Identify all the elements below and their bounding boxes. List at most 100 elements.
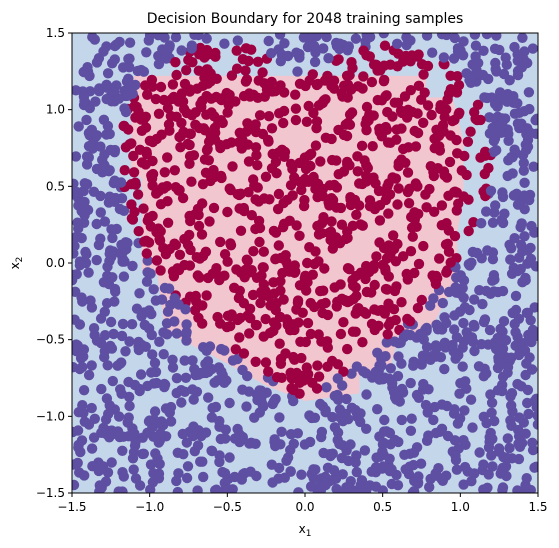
- point-inside: [452, 148, 463, 159]
- point-inside: [350, 326, 361, 337]
- point-outside: [457, 361, 468, 372]
- point-inside: [140, 80, 151, 91]
- point-outside: [454, 388, 465, 399]
- point-inside: [313, 371, 325, 382]
- point-inside: [153, 185, 165, 197]
- point-outside: [421, 435, 433, 446]
- point-outside: [411, 389, 423, 401]
- point-inside: [206, 107, 217, 118]
- point-outside: [329, 390, 340, 402]
- point-outside: [351, 466, 362, 478]
- point-outside: [173, 468, 184, 479]
- point-inside: [291, 220, 302, 231]
- point-inside: [178, 126, 189, 138]
- point-inside: [369, 203, 381, 215]
- point-inside: [276, 372, 287, 383]
- point-inside: [119, 165, 130, 176]
- point-inside: [159, 167, 170, 178]
- point-inside: [347, 62, 358, 74]
- point-outside: [103, 197, 115, 208]
- point-inside: [182, 239, 194, 250]
- point-inside: [360, 118, 371, 130]
- point-outside: [127, 453, 139, 464]
- point-inside: [153, 108, 165, 120]
- point-outside: [86, 443, 98, 454]
- point-outside: [83, 419, 95, 430]
- point-inside: [166, 93, 177, 105]
- point-outside: [221, 375, 232, 386]
- point-outside: [115, 177, 127, 188]
- point-inside: [270, 227, 282, 238]
- point-outside: [408, 447, 420, 458]
- point-outside: [110, 286, 121, 297]
- point-outside: [155, 428, 166, 439]
- point-inside: [206, 93, 217, 104]
- point-inside: [263, 136, 274, 147]
- point-inside: [231, 45, 242, 56]
- point-outside: [355, 408, 366, 419]
- point-outside: [395, 337, 406, 348]
- point-outside: [191, 386, 203, 397]
- point-outside: [528, 161, 538, 172]
- point-outside: [113, 93, 125, 104]
- point-inside: [442, 238, 453, 249]
- point-inside: [418, 69, 429, 80]
- point-inside: [282, 194, 293, 205]
- point-outside: [220, 433, 231, 444]
- point-inside: [215, 115, 227, 126]
- point-outside: [502, 170, 513, 182]
- point-outside: [405, 377, 416, 389]
- point-inside: [421, 202, 432, 213]
- point-inside: [395, 105, 407, 116]
- point-outside: [111, 223, 122, 235]
- point-inside: [298, 370, 309, 381]
- point-outside: [532, 419, 538, 430]
- point-outside: [102, 68, 114, 79]
- point-outside: [497, 484, 508, 493]
- point-inside: [225, 240, 237, 251]
- point-outside: [117, 256, 128, 267]
- point-outside: [519, 190, 530, 201]
- point-inside: [290, 103, 302, 114]
- point-inside: [331, 182, 343, 193]
- point-inside: [313, 100, 325, 111]
- point-outside: [372, 404, 383, 415]
- point-outside: [135, 369, 147, 380]
- point-outside: [531, 113, 538, 124]
- point-outside: [305, 481, 317, 492]
- point-inside: [162, 196, 173, 207]
- point-inside: [303, 176, 314, 187]
- point-inside: [196, 101, 207, 113]
- point-outside: [172, 447, 183, 458]
- point-outside: [181, 326, 192, 338]
- point-outside: [500, 52, 511, 63]
- point-outside: [478, 484, 489, 493]
- point-outside: [500, 461, 512, 472]
- point-inside: [221, 321, 233, 333]
- point-outside: [206, 363, 217, 375]
- point-outside: [393, 351, 404, 362]
- point-inside: [413, 258, 425, 270]
- point-inside: [202, 78, 214, 89]
- chart-title: Decision Boundary for 2048 training samp…: [147, 11, 464, 27]
- point-outside: [325, 450, 336, 462]
- point-inside: [169, 238, 180, 249]
- point-outside: [91, 335, 103, 346]
- point-inside: [244, 88, 255, 99]
- point-inside: [374, 237, 385, 248]
- point-outside: [112, 426, 124, 437]
- point-outside: [459, 461, 471, 473]
- point-inside: [405, 246, 417, 257]
- point-outside: [413, 471, 424, 482]
- point-outside: [142, 380, 153, 392]
- point-outside: [328, 474, 339, 485]
- point-inside: [344, 109, 356, 120]
- point-inside: [131, 101, 142, 113]
- point-outside: [321, 33, 332, 43]
- point-inside: [275, 285, 286, 296]
- y-axis-label: x2: [8, 257, 25, 270]
- point-inside: [392, 199, 403, 210]
- point-inside: [150, 93, 162, 105]
- point-outside: [188, 394, 199, 405]
- point-inside: [379, 306, 390, 317]
